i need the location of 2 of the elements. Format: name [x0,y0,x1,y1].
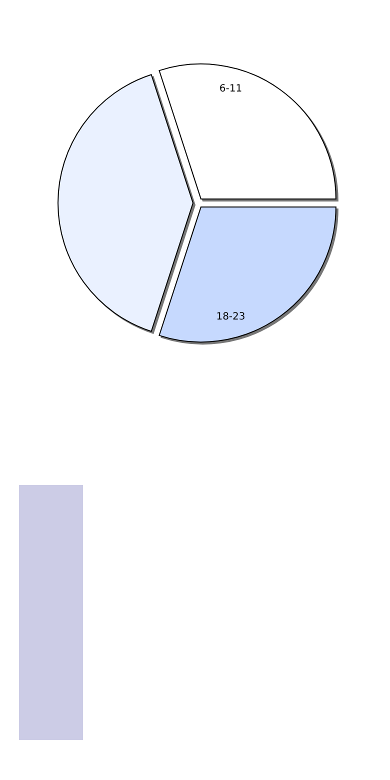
slice-label: 18-23 [216,312,246,323]
slice-label: 6-11 [219,83,242,94]
